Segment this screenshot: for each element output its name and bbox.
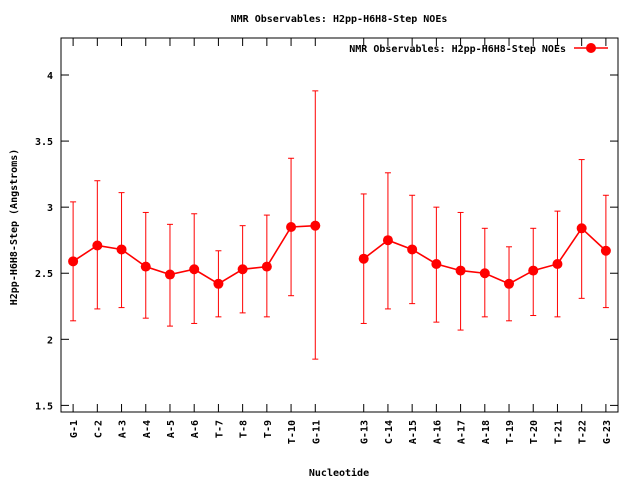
y-tick-label: 3.5 xyxy=(35,137,53,148)
data-point xyxy=(358,253,369,264)
y-tick-label: 4 xyxy=(47,71,53,82)
plot-area xyxy=(68,90,611,360)
x-tick-label: T-9 xyxy=(263,420,274,438)
axes: 1.5 2 2.5 3 3.5 4 G-1 C-2 A-3 A-4 A-5 A-6 T-7 T-8 T-9 T… xyxy=(35,37,619,444)
y-tick-label: 3 xyxy=(47,203,53,214)
x-tick-label: A-17 xyxy=(457,420,468,444)
x-tick-label: T-10 xyxy=(287,420,298,444)
data-point xyxy=(261,261,272,272)
data-point xyxy=(213,278,224,289)
data-point xyxy=(310,220,321,231)
data-point xyxy=(92,240,103,251)
data-point xyxy=(164,269,175,280)
x-tick-label: T-20 xyxy=(529,420,540,444)
y-tick-label: 1.5 xyxy=(35,401,53,412)
x-tick-label: G-1 xyxy=(69,420,80,438)
x-tick-label: C-2 xyxy=(93,420,104,438)
data-point xyxy=(286,221,297,232)
data-point xyxy=(68,256,79,267)
x-tick-label: A-6 xyxy=(190,420,201,438)
x-tick-label: C-14 xyxy=(384,420,395,444)
x-tick-label: A-5 xyxy=(166,420,177,438)
x-tick-label: T-21 xyxy=(553,420,564,444)
plot-frame xyxy=(60,37,619,413)
x-tick-label: G-23 xyxy=(602,420,613,444)
data-point xyxy=(504,278,515,289)
x-tick-label: A-15 xyxy=(408,420,419,444)
data-point xyxy=(479,268,490,279)
data-point xyxy=(576,223,587,234)
data-point xyxy=(552,258,563,269)
legend-label: NMR Observables: H2pp-H6H8-Step NOEs xyxy=(349,44,566,55)
x-tick-label: T-8 xyxy=(239,420,250,438)
data-point xyxy=(382,235,393,246)
x-tick-label: T-19 xyxy=(505,420,516,444)
x-tick-label: A-16 xyxy=(432,420,443,444)
x-tick-label: A-18 xyxy=(481,420,492,444)
x-tick-label: A-3 xyxy=(118,420,129,438)
chart-title: NMR Observables: H2pp-H6H8-Step NOEs xyxy=(231,14,448,25)
y-axis-label: H2pp-H6H8-Step (Angstroms) xyxy=(9,149,20,306)
y-tick-label: 2.5 xyxy=(35,269,53,280)
x-tick-label: G-11 xyxy=(311,420,322,444)
legend: NMR Observables: H2pp-H6H8-Step NOEs xyxy=(349,43,608,55)
data-point xyxy=(189,264,200,275)
data-point xyxy=(528,265,539,276)
y-tick-label: 2 xyxy=(47,335,53,346)
data-point xyxy=(455,265,466,276)
x-tick-label: A-4 xyxy=(142,420,153,438)
x-tick-label: G-13 xyxy=(360,420,371,444)
data-point xyxy=(237,264,248,275)
data-point xyxy=(407,244,418,255)
x-axis-label: Nucleotide xyxy=(309,467,369,479)
data-point xyxy=(140,261,151,272)
x-tick-label: T-7 xyxy=(214,420,225,438)
data-point xyxy=(116,244,127,255)
data-point xyxy=(431,258,442,269)
data-point xyxy=(600,245,611,256)
x-tick-label: T-22 xyxy=(578,420,589,444)
legend-marker xyxy=(586,43,596,53)
